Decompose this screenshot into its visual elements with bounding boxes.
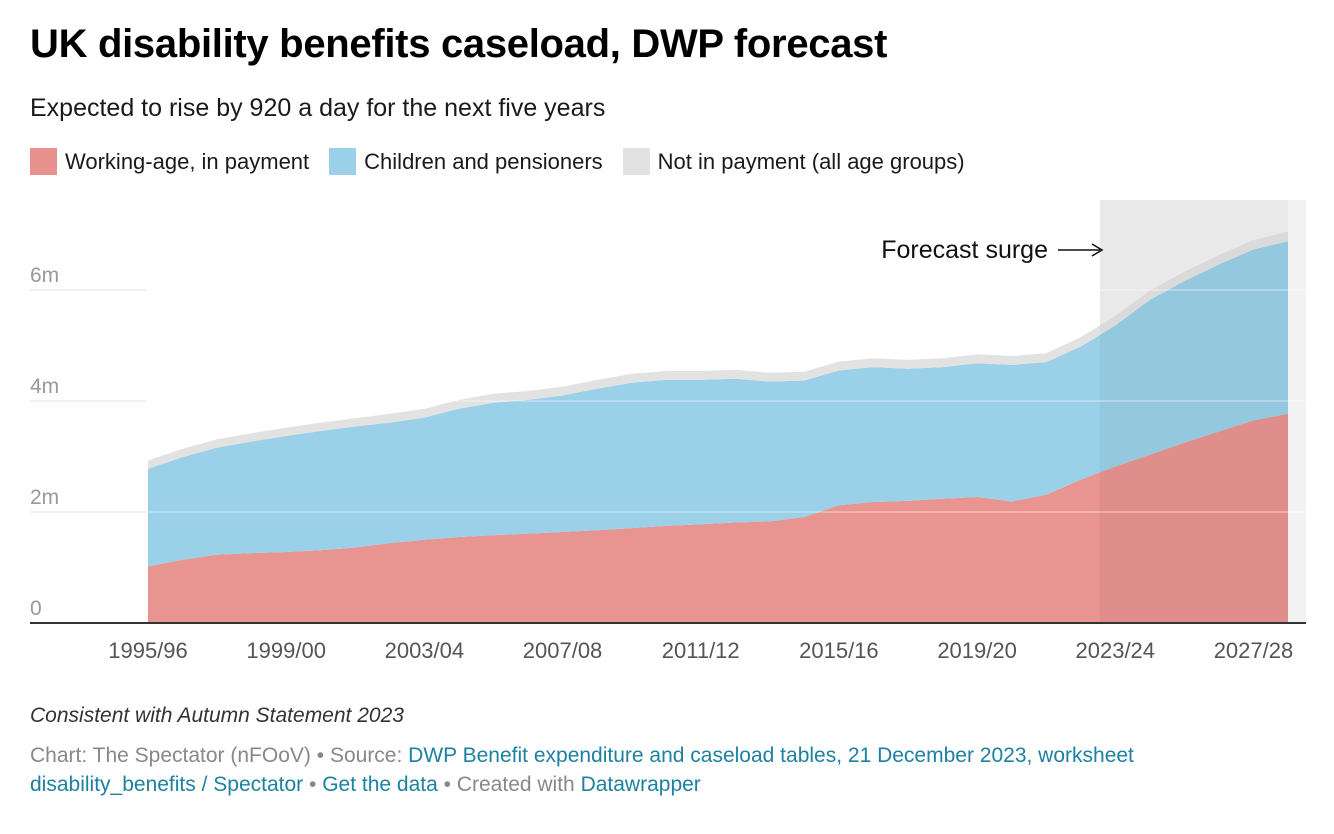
area-working-age [148,413,1288,623]
chart-title: UK disability benefits caseload, DWP for… [30,22,888,66]
footer-separator: • [309,773,317,796]
footer-separator: • [443,773,451,796]
x-tick-label: 2019/20 [937,638,1017,663]
x-tick-label: 2003/04 [385,638,465,663]
chart-footer: Chart: The Spectator (nFOoV) • Source: D… [30,741,1300,799]
x-tick-label: 2023/24 [1076,638,1156,663]
legend-label-working-age: Working-age, in payment [65,148,310,174]
x-tick-label: 2007/08 [523,638,603,663]
footer-separator: • [316,744,325,767]
x-tick-label: 2015/16 [799,638,879,663]
legend-swatch-children-pensioners [329,148,357,175]
chart-subtitle: Expected to rise by 920 a day for the ne… [30,94,606,122]
area-children-pensioners [148,241,1288,567]
y-tick-label: 6m [30,264,59,287]
area-not-in-payment [148,231,1288,469]
x-tick-label: 1995/96 [108,638,188,663]
annotation-forecast-surge: Forecast surge [881,236,1048,264]
legend: Working-age, in payment Children and pen… [30,148,985,175]
footer-source-link[interactable]: DWP Benefit expenditure and caseload tab… [30,744,1134,796]
footer-created-prefix: Created with [456,773,575,796]
forecast-band-overlay [1100,200,1288,623]
x-tick-label: 1999/00 [246,638,326,663]
legend-item-children-pensioners: Children and pensioners [329,148,603,175]
footer-chart-credit: Chart: The Spectator (nFOoV) [30,744,311,767]
footer-datawrapper-link[interactable]: Datawrapper [580,773,701,796]
x-tick-label: 2027/28 [1214,638,1294,663]
y-tick-label: 2m [30,486,59,509]
area-chart: 0 2m 4m 6m 1995/96 1999/00 2003/04 2007/08 2011/… [30,200,1306,663]
legend-swatch-not-in-payment [622,148,650,175]
legend-item-working-age: Working-age, in payment [30,148,309,175]
footer-source-prefix: Source: [329,744,403,767]
annotation-arrow-head [1091,243,1104,257]
x-tick-label: 2011/12 [662,638,740,663]
y-tick-label: 4m [30,375,59,398]
footer-get-data-link[interactable]: Get the data [322,773,438,796]
chart-notes: Consistent with Autumn Statement 2023 [30,704,404,727]
legend-label-children-pensioners: Children and pensioners [364,148,603,174]
legend-swatch-working-age [30,148,57,175]
y-tick-label: 0 [30,597,42,620]
legend-item-not-in-payment: Not in payment (all age groups) [622,148,965,175]
legend-label-not-in-payment: Not in payment (all age groups) [657,148,965,174]
